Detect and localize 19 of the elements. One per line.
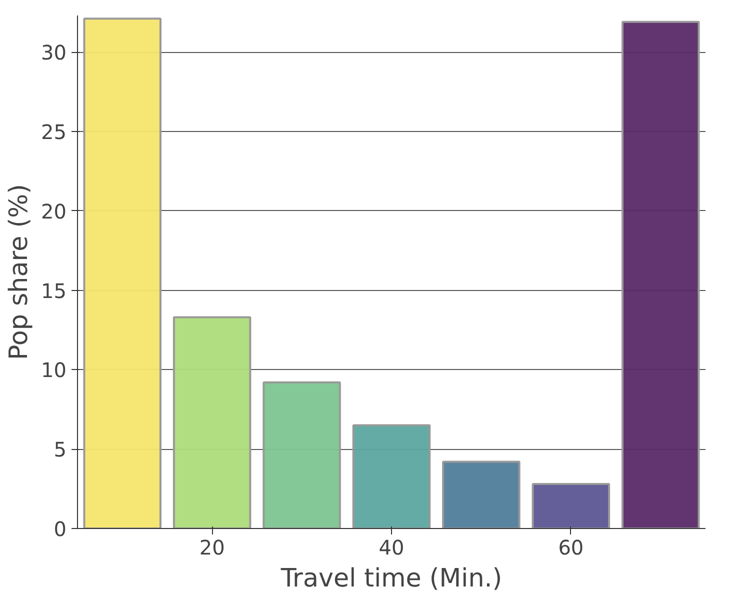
y-tick-label: 25 — [41, 120, 67, 144]
y-tick-label: 15 — [41, 278, 67, 303]
bar — [83, 18, 162, 528]
y-tick-label: 10 — [41, 358, 67, 382]
bar — [172, 316, 252, 528]
y-axis-title: Pop share (%) — [3, 184, 34, 360]
bar — [622, 20, 700, 528]
x-tick-label: 20 — [199, 536, 225, 560]
bar — [532, 483, 610, 528]
x-axis-title: Travel time (Min.) — [280, 562, 502, 592]
y-tick-label: 20 — [41, 199, 67, 224]
bar — [352, 424, 431, 528]
x-tick-label: 60 — [558, 536, 584, 560]
x-tick-label: 40 — [378, 536, 404, 560]
y-tick-label: 5 — [54, 438, 67, 462]
bar — [262, 381, 341, 528]
y-tick-label: 30 — [41, 40, 67, 65]
y-tick-label: 0 — [54, 517, 67, 541]
bar — [442, 460, 520, 528]
